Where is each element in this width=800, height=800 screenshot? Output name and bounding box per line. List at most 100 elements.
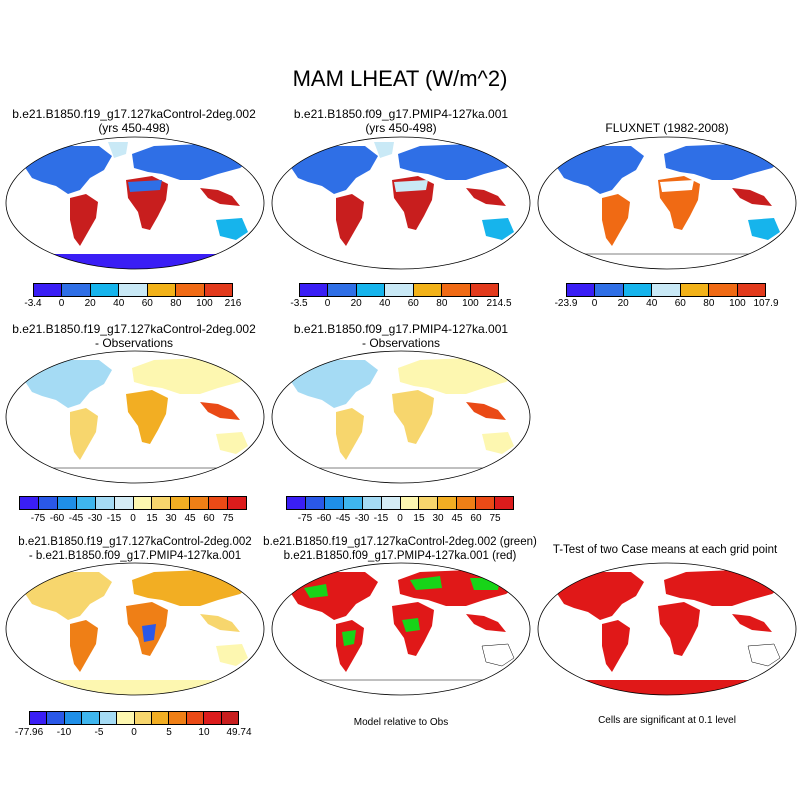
land-seasia (732, 188, 772, 206)
land-seasia (200, 188, 240, 206)
cb-label: -15 (373, 513, 389, 524)
map-panel-8 (270, 560, 532, 698)
cb-label: 20 (617, 298, 629, 309)
land-sahara (660, 180, 694, 192)
panel-title-7-line1: b.e21.B1850.f19_g17.127kaControl-2deg.00… (18, 536, 252, 548)
land-australia (216, 432, 248, 454)
green-patch-eu (410, 576, 442, 590)
panel-title-1-line1: b.e21.B1850.f19_g17.127kaControl-2deg.00… (12, 107, 256, 121)
cb-label: 30 (432, 513, 444, 524)
cb-label: 60 (141, 298, 153, 309)
cb-label: 0 (131, 727, 137, 738)
cb-label: 107.9 (753, 298, 779, 309)
panel-title-9: T-Test of two Case means at each grid po… (532, 543, 798, 557)
green-patch-af (402, 618, 420, 632)
colorbar-3-labels: -23.9 0 20 40 60 80 100 107.9 (555, 298, 779, 310)
panel-title-7-line2: - b.e21.B1850.f09_g17.PMIP4-127ka.001 (28, 550, 242, 562)
land-australia (216, 218, 248, 240)
colorbar-2 (299, 283, 499, 297)
cb-label: 0 (324, 298, 331, 309)
cb-label: 40 (646, 298, 658, 309)
cb-label: 45 (451, 513, 463, 524)
cb-label: 214.5 (486, 298, 512, 309)
land-africa-blue (142, 624, 156, 642)
cb-label: 60 (203, 513, 215, 524)
cb-label: 5 (166, 727, 172, 738)
cb-label: 60 (470, 513, 482, 524)
cb-label: 75 (222, 513, 234, 524)
green-patch-sa (342, 630, 356, 646)
cb-label: 100 (729, 298, 746, 309)
map-panel-5 (270, 348, 532, 486)
colorbar-4-labels: -75 -60 -45 -30 -15 0 15 30 45 60 75 (19, 513, 247, 525)
panel-title-1-line2: (yrs 450-498) (98, 121, 170, 135)
map-panel-1 (4, 134, 266, 272)
panel-title-9-line1: T-Test of two Case means at each grid po… (552, 544, 778, 556)
land-seasia (200, 402, 240, 420)
cb-label: -5 (94, 727, 104, 738)
land-greenland (374, 142, 394, 158)
cb-label: 0 (58, 298, 65, 309)
cb-label: 216 (224, 298, 242, 309)
map-panel-9 (536, 560, 798, 698)
cb-label: -45 (335, 513, 351, 524)
colorbar-1-labels: -3.4 0 20 40 60 80 100 216 (24, 298, 241, 310)
cb-label: -3.4 (24, 298, 42, 309)
map-panel-3 (536, 134, 798, 272)
map-panel-7 (4, 560, 266, 698)
land-south-america (602, 194, 630, 246)
note-significance: Cells are significant at 0.1 level (598, 715, 736, 726)
land-seasia (200, 614, 240, 632)
panel-title-2-line2: (yrs 450-498) (365, 121, 437, 135)
cb-label: 80 (703, 298, 715, 309)
panel-title-7: b.e21.B1850.f19_g17.127kaControl-2deg.00… (0, 535, 270, 563)
colorbar-3 (566, 283, 766, 297)
panel-title-2: b.e21.B1850.f09_g17.PMIP4-127ka.001 (yrs… (270, 107, 532, 135)
cb-label: 0 (591, 298, 598, 309)
land-australia (482, 218, 514, 240)
land-south-america (336, 408, 364, 460)
land-seasia (466, 614, 506, 632)
panel-title-5-line2: - Observations (361, 336, 441, 350)
land-australia (747, 643, 781, 667)
cb-label: 80 (436, 298, 448, 309)
cb-label: 100 (196, 298, 213, 309)
land-australia (748, 218, 780, 240)
cb-label: 20 (350, 298, 362, 309)
cb-label: 0 (130, 513, 136, 524)
cb-label: 30 (165, 513, 177, 524)
panel-title-4-line2: - Observations (94, 336, 174, 350)
cb-label: 100 (462, 298, 479, 309)
land-sahara (128, 180, 162, 192)
cb-label: 45 (184, 513, 196, 524)
panel-title-8-line1: b.e21.B1850.f19_g17.127kaControl-2deg.00… (263, 536, 537, 548)
cb-label: -75 (297, 513, 313, 524)
colorbar-1 (33, 283, 233, 297)
cb-label: 15 (413, 513, 425, 524)
note-model-relative: Model relative to Obs (353, 717, 449, 728)
colorbar-4 (19, 496, 247, 510)
cb-label: -3.5 (290, 298, 308, 309)
cb-label: 40 (113, 298, 125, 309)
land-africa (126, 390, 168, 444)
land-north-america (290, 146, 378, 194)
page-title: MAM LHEAT (W/m^2) (292, 66, 508, 91)
land-south-america (602, 620, 630, 672)
panel-title-4-line1: b.e21.B1850.f19_g17.127kaControl-2deg.00… (12, 322, 256, 336)
cb-label: -15 (106, 513, 122, 524)
map-panel-2 (270, 134, 532, 272)
colorbar-2-labels: -3.5 0 20 40 60 80 100 214.5 (290, 298, 511, 310)
colorbar-5 (286, 496, 514, 510)
cb-label: -23.9 (554, 298, 578, 309)
land-north-america (24, 146, 112, 194)
land-africa (658, 602, 700, 656)
cb-label: -10 (56, 727, 72, 738)
panel-title-3: FLUXNET (1982-2008) (536, 121, 798, 135)
panel-title-8-line2: b.e21.B1850.f09_g17.PMIP4-127ka.001 (red… (283, 550, 517, 562)
cb-label: 10 (198, 727, 210, 738)
land-greenland (108, 142, 128, 158)
cb-label: 40 (379, 298, 391, 309)
land-africa (392, 390, 434, 444)
colorbar-7 (29, 711, 239, 725)
land-south-america (70, 620, 98, 672)
